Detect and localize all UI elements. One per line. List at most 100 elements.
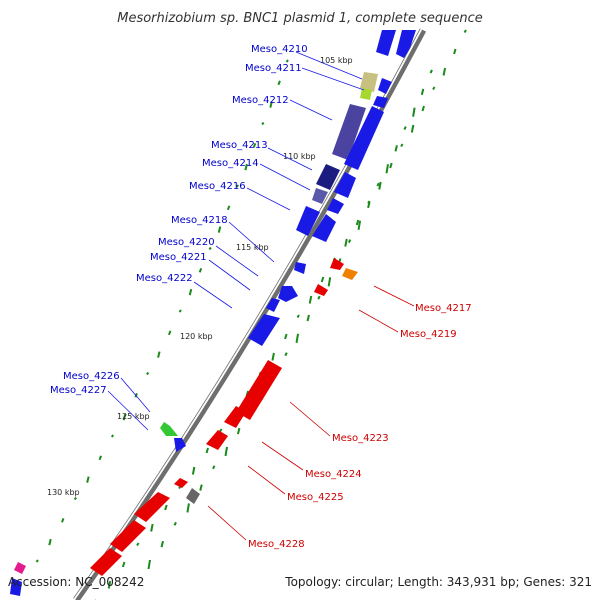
- gene-label-meso-4213[interactable]: Meso_4213: [211, 140, 268, 151]
- gene-label-meso-4225[interactable]: Meso_4225: [287, 492, 344, 503]
- accession-text: Accession: NC_008242: [8, 575, 144, 589]
- gc-skew-mark: [432, 86, 436, 91]
- gc-skew-mark: [173, 521, 177, 526]
- gene-feature[interactable]: [10, 578, 22, 596]
- gene-feature[interactable]: [206, 430, 228, 450]
- kbp-label-120: 120 kbp: [180, 332, 213, 341]
- gene-feature[interactable]: [174, 438, 186, 452]
- gene-feature[interactable]: [378, 78, 392, 94]
- gc-skew-mark: [199, 484, 203, 491]
- gene-feature[interactable]: [312, 188, 328, 204]
- gene-label-meso-4217[interactable]: Meso_4217: [415, 303, 472, 314]
- kbp-scale: 105 kbp 110 kbp 115 kbp 120 kbp 125 kbp …: [47, 56, 353, 497]
- gc-skew-mark: [400, 143, 404, 148]
- gc-skew-mark: [306, 314, 310, 322]
- gene-feature[interactable]: [360, 72, 378, 92]
- gc-skew-mark: [453, 48, 457, 55]
- gc-skew-mark: [167, 330, 172, 336]
- gc-skew-mark: [48, 538, 52, 546]
- gene-label-meso-4219[interactable]: Meso_4219: [400, 329, 457, 340]
- gc-skew-mark: [157, 351, 161, 358]
- gene-feature[interactable]: [236, 360, 282, 420]
- gene-label-meso-4212[interactable]: Meso_4212: [232, 95, 289, 106]
- reverse-gene-labels: Meso_4217 Meso_4219 Meso_4223 Meso_4224 …: [207, 285, 472, 550]
- gene-label-meso-4210[interactable]: Meso_4210: [251, 44, 308, 55]
- gc-skew-mark: [147, 559, 151, 570]
- gc-skew-mark: [284, 333, 288, 340]
- gc-skew-mark: [421, 105, 425, 112]
- gene-label-meso-4216[interactable]: Meso_4216: [189, 181, 246, 192]
- gene-feature[interactable]: [334, 172, 356, 198]
- gene-feature[interactable]: [396, 30, 416, 58]
- gene-feature[interactable]: [266, 298, 280, 312]
- gc-skew-mark: [403, 126, 407, 130]
- gene-feature[interactable]: [344, 106, 384, 170]
- gene-feature[interactable]: [330, 258, 344, 270]
- gc-skew-mark: [376, 182, 380, 187]
- gene-label-meso-4214[interactable]: Meso_4214: [202, 158, 259, 169]
- gene-feature[interactable]: [316, 164, 340, 190]
- gene-feature[interactable]: [134, 492, 170, 522]
- gc-skew-mark: [284, 352, 288, 357]
- gene-feature[interactable]: [224, 406, 246, 428]
- gene-label-meso-4222[interactable]: Meso_4222: [136, 273, 193, 284]
- gc-skew-mark: [86, 476, 90, 483]
- gene-feature[interactable]: [312, 214, 336, 242]
- kbp-label-130: 130 kbp: [47, 488, 80, 497]
- gene-label-meso-4227[interactable]: Meso_4227: [50, 385, 107, 396]
- gene-label-meso-4223[interactable]: Meso_4223: [332, 433, 389, 444]
- gc-skew-mark: [224, 446, 228, 457]
- kbp-label-110: 110 kbp: [283, 152, 316, 161]
- reverse-strand-track: [90, 258, 358, 576]
- gc-skew-mark: [122, 413, 127, 421]
- gene-label-meso-4224[interactable]: Meso_4224: [305, 469, 362, 480]
- gc-skew-mark: [420, 88, 425, 96]
- gc-skew-mark: [73, 496, 77, 501]
- gc-skew-mark: [61, 517, 65, 523]
- gene-feature[interactable]: [110, 520, 146, 552]
- gc-skew-mark: [205, 447, 210, 454]
- gc-skew-mark: [107, 580, 112, 589]
- gc-skew-mark: [296, 314, 300, 319]
- gene-label-meso-4221[interactable]: Meso_4221: [150, 252, 207, 263]
- gc-skew-mark: [412, 107, 416, 117]
- gc-skew-mark: [308, 295, 313, 304]
- gene-label-meso-4228[interactable]: Meso_4228: [248, 539, 305, 550]
- gc-skew-mark: [367, 201, 371, 209]
- gc-skew-mark: [121, 561, 126, 568]
- gene-feature[interactable]: [342, 268, 358, 280]
- gene-feature[interactable]: [314, 284, 328, 296]
- gene-feature[interactable]: [186, 488, 200, 504]
- gc-skew-mark: [236, 427, 241, 435]
- gene-feature[interactable]: [327, 198, 344, 214]
- gene-label-meso-4226[interactable]: Meso_4226: [63, 371, 120, 382]
- gene-feature[interactable]: [332, 104, 366, 160]
- gene-feature[interactable]: [174, 478, 188, 488]
- gene-feature[interactable]: [373, 96, 388, 108]
- gene-feature[interactable]: [14, 562, 26, 574]
- gc-skew-mark: [146, 371, 150, 376]
- gene-feature[interactable]: [278, 286, 298, 302]
- gc-skew-mark: [219, 428, 223, 433]
- forward-strand-track: [10, 30, 416, 596]
- gc-skew-mark: [226, 205, 231, 211]
- gene-feature[interactable]: [248, 314, 280, 346]
- gene-label-meso-4218[interactable]: Meso_4218: [171, 215, 228, 226]
- gene-feature[interactable]: [160, 422, 178, 436]
- gc-skew-mark: [320, 276, 325, 283]
- gene-feature[interactable]: [90, 548, 122, 576]
- gc-skew-mark: [235, 184, 240, 188]
- gc-skew-mark: [212, 465, 216, 470]
- gene-feature[interactable]: [376, 30, 396, 56]
- gc-skew-mark: [208, 246, 212, 251]
- gene-feature[interactable]: [360, 88, 372, 100]
- gc-skew-mark: [150, 523, 154, 532]
- gc-skew-mark: [355, 219, 360, 226]
- gene-label-meso-4211[interactable]: Meso_4211: [245, 63, 302, 74]
- gene-label-meso-4220[interactable]: Meso_4220: [158, 237, 215, 248]
- gc-skew-mark: [164, 504, 168, 511]
- gene-feature[interactable]: [294, 262, 306, 274]
- gene-feature[interactable]: [296, 206, 320, 236]
- gc-skew-mark: [35, 559, 39, 563]
- gc-skew-mark: [188, 288, 193, 296]
